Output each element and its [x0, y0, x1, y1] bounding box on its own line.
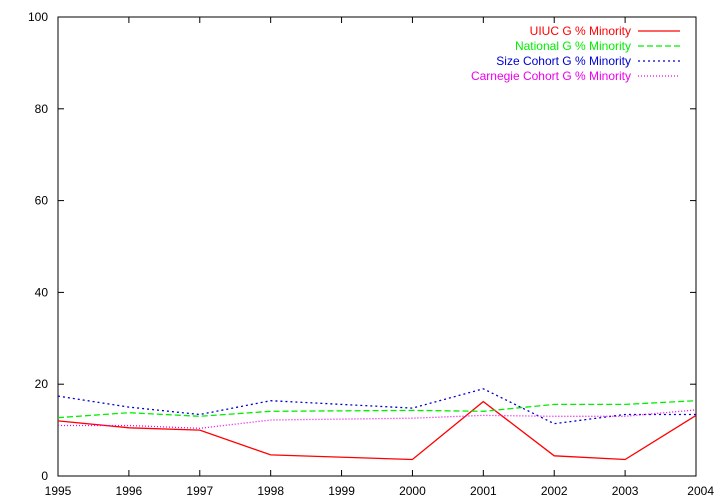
series-line-0 [57, 400, 697, 461]
series-line-1 [57, 400, 697, 419]
y-tick-label: 60 [35, 194, 49, 208]
x-tick-label: 1997 [186, 484, 213, 498]
y-tick-label: 100 [28, 10, 48, 24]
series-line-3 [58, 409, 697, 429]
y-tick-label: 20 [35, 377, 49, 391]
y-tick-label: 0 [41, 469, 48, 483]
x-tick-label: 2002 [541, 484, 568, 498]
x-tick-label: 2000 [399, 484, 426, 498]
x-tick-label: 1996 [116, 484, 143, 498]
x-tick-label: 1999 [328, 484, 355, 498]
x-tick-label: 1998 [257, 484, 284, 498]
axes: 0 20 40 60 80 100 1995 1996 1997 1998 1999 2000 2001… [28, 10, 714, 498]
x-tick-label: 1995 [45, 484, 72, 498]
legend-label-0: UIUC G % Minority [530, 24, 631, 38]
y-tick-label: 40 [35, 285, 49, 299]
series-lines [57, 388, 697, 461]
y-tick-label: 80 [35, 102, 49, 116]
legend-label-1: National G % Minority [515, 39, 631, 53]
x-tick-label: 2003 [612, 484, 639, 498]
plot-frame [57, 16, 697, 477]
x-tick-label: 2001 [470, 484, 497, 498]
legend-label-2: Size Cohort G % Minority [496, 54, 631, 68]
x-tick-label: 2004 [687, 484, 714, 498]
series-line-2 [57, 388, 696, 425]
legend-label-3: Carnegie Cohort G % Minority [471, 69, 631, 83]
